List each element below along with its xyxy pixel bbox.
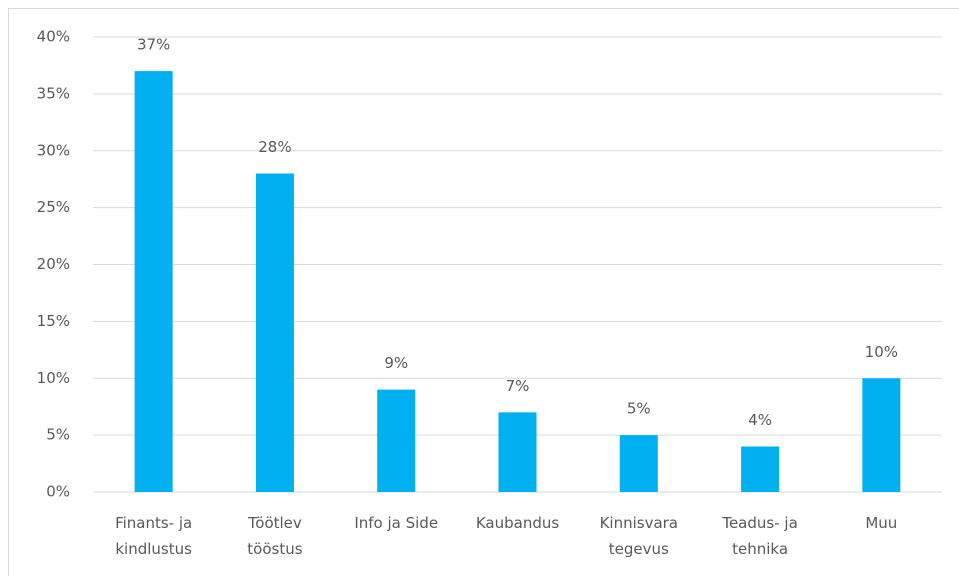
y-tick-label: 30%: [37, 141, 70, 159]
data-label: 9%: [384, 354, 408, 372]
bar: [619, 435, 658, 492]
x-tick-label: Kaubandus: [475, 514, 560, 532]
data-label: 37%: [137, 36, 170, 54]
y-tick-label: 20%: [37, 255, 70, 273]
bar: [377, 389, 416, 492]
bar: [741, 446, 780, 492]
x-tick-label: Töötlev tööstus: [247, 514, 303, 558]
bar: [862, 378, 901, 492]
y-tick-label: 25%: [37, 198, 70, 216]
y-tick-label: 40%: [37, 28, 70, 46]
data-label: 7%: [506, 377, 530, 395]
data-label: 5%: [627, 400, 651, 418]
x-tick-label: Teadus- ja tehnika: [722, 514, 798, 558]
chart-border: [8, 8, 959, 576]
bar: [255, 173, 294, 492]
y-tick-label: 5%: [46, 426, 70, 444]
data-label: 28%: [258, 138, 291, 156]
y-tick-label: 15%: [37, 312, 70, 330]
y-tick-label: 0%: [46, 483, 70, 501]
y-tick-label: 35%: [37, 84, 70, 102]
y-tick-label: 10%: [37, 369, 70, 387]
bar: [498, 412, 537, 492]
x-tick-label: Kinnisvara tegevus: [599, 514, 678, 558]
x-tick-label: Muu: [865, 514, 898, 532]
bar: [134, 71, 173, 492]
data-label: 4%: [748, 411, 772, 429]
data-label: 10%: [865, 343, 898, 361]
x-tick-label: Finants- ja kindlustus: [115, 514, 193, 558]
x-tick-label: Info ja Side: [354, 514, 439, 532]
